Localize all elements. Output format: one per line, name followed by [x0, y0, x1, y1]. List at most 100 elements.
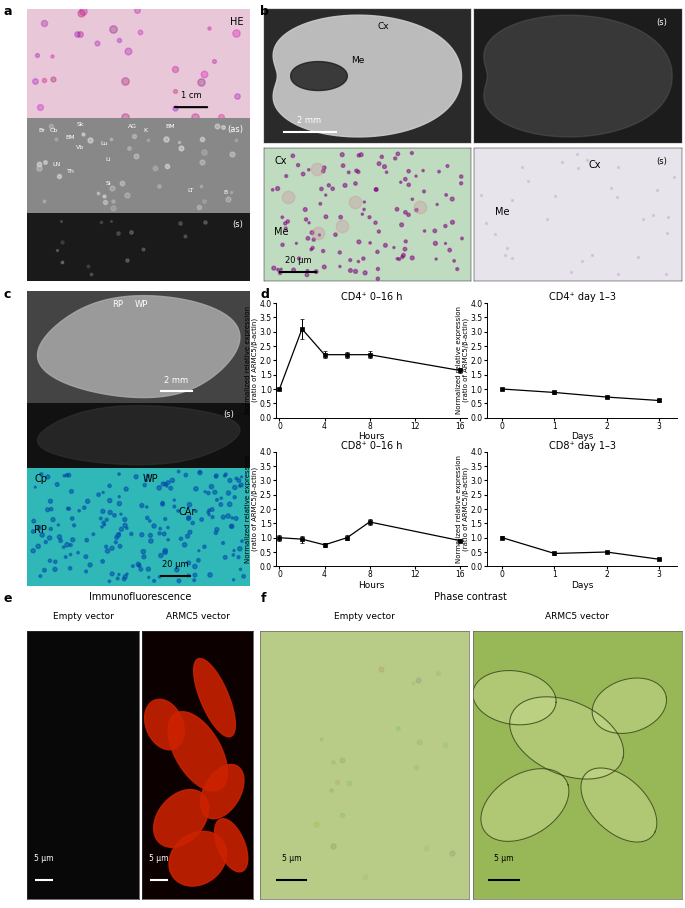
Polygon shape — [153, 790, 208, 847]
Point — [447, 846, 458, 861]
Point — [410, 759, 421, 774]
Point — [421, 841, 432, 855]
Point — [462, 169, 473, 183]
Point — [667, 390, 677, 405]
Point — [634, 103, 645, 117]
Y-axis label: Normalized relative expression
(ratio of ARMC5/β-actin): Normalized relative expression (ratio of… — [245, 455, 258, 563]
X-axis label: Days: Days — [571, 581, 593, 590]
Text: Cx: Cx — [588, 160, 601, 170]
Text: LT: LT — [188, 188, 194, 193]
Text: 5 μm: 5 μm — [495, 854, 514, 864]
Point — [673, 106, 684, 121]
Text: Sk: Sk — [76, 122, 84, 127]
Text: e: e — [3, 592, 12, 606]
Point — [336, 753, 347, 767]
X-axis label: Hours: Hours — [358, 432, 384, 441]
Text: BM: BM — [65, 135, 75, 140]
Y-axis label: Normalized relative expression
(ratio of ARMC5/β-actin): Normalized relative expression (ratio of… — [245, 306, 258, 414]
Y-axis label: Normalized relative expression
(ratio of ARMC5/β-actin): Normalized relative expression (ratio of… — [456, 455, 469, 563]
Polygon shape — [510, 696, 623, 779]
Point — [433, 666, 444, 681]
Text: 5 μm: 5 μm — [282, 854, 301, 864]
Point — [288, 379, 299, 393]
Text: B: B — [223, 191, 227, 195]
Text: Empty vector: Empty vector — [334, 612, 395, 621]
Text: Phase contrast: Phase contrast — [434, 592, 508, 603]
Point — [288, 47, 299, 62]
Point — [336, 85, 347, 100]
Polygon shape — [38, 296, 240, 398]
Point — [413, 735, 424, 750]
Title: CD4⁺ 0–16 h: CD4⁺ 0–16 h — [340, 292, 402, 302]
Text: WP: WP — [143, 474, 159, 484]
Text: (as): (as) — [227, 124, 243, 133]
Point — [451, 67, 462, 82]
Point — [525, 237, 536, 252]
Text: Th: Th — [67, 169, 75, 174]
Point — [684, 104, 685, 118]
Point — [683, 0, 685, 13]
Text: c: c — [3, 288, 11, 301]
Point — [511, 130, 522, 144]
Text: Immunofluorescence: Immunofluorescence — [89, 592, 192, 603]
Point — [493, 101, 503, 115]
Text: (s): (s) — [656, 18, 667, 27]
Point — [665, 256, 676, 271]
Text: RP: RP — [34, 525, 47, 535]
Point — [186, 27, 197, 42]
Polygon shape — [592, 678, 667, 734]
Text: Cx: Cx — [377, 22, 389, 31]
Text: CAr: CAr — [179, 507, 196, 517]
Point — [436, 111, 447, 125]
Polygon shape — [481, 769, 569, 842]
Polygon shape — [290, 62, 347, 91]
Text: Lu: Lu — [101, 141, 108, 146]
Text: Cb: Cb — [50, 128, 58, 133]
Text: RP: RP — [112, 301, 123, 310]
Polygon shape — [194, 658, 236, 737]
Point — [338, 293, 349, 308]
Y-axis label: Normalized relative expression
(ratio of ARMC5/β-actin): Normalized relative expression (ratio of… — [456, 306, 469, 414]
Text: 20 μm: 20 μm — [284, 256, 311, 265]
Text: Vb: Vb — [76, 144, 85, 150]
Text: BM: BM — [166, 123, 175, 129]
Point — [232, 162, 242, 176]
Text: HE: HE — [230, 16, 243, 26]
Point — [240, 0, 251, 6]
Polygon shape — [273, 15, 462, 137]
Text: Cx: Cx — [274, 155, 286, 165]
Point — [186, 202, 197, 217]
Point — [310, 816, 321, 831]
Text: d: d — [260, 288, 269, 301]
Text: (s): (s) — [223, 410, 234, 419]
Text: 1 cm: 1 cm — [181, 92, 201, 101]
Point — [521, 361, 532, 376]
Polygon shape — [473, 671, 556, 725]
Text: WP: WP — [134, 301, 148, 310]
Point — [412, 673, 423, 687]
Point — [327, 755, 338, 769]
Text: Si: Si — [105, 181, 111, 186]
Point — [325, 783, 336, 797]
Polygon shape — [38, 406, 240, 465]
Text: ARMC5 vector: ARMC5 vector — [166, 612, 229, 621]
Point — [343, 775, 354, 790]
Text: Me: Me — [351, 55, 364, 64]
Point — [384, 371, 395, 386]
Text: ARMC5 vector: ARMC5 vector — [545, 612, 609, 621]
Polygon shape — [145, 699, 184, 750]
Point — [408, 676, 419, 690]
Text: K: K — [143, 128, 147, 133]
Point — [528, 151, 539, 165]
Point — [439, 738, 450, 753]
Text: f: f — [260, 592, 266, 606]
Polygon shape — [169, 832, 227, 886]
Polygon shape — [214, 819, 248, 872]
Text: AG: AG — [127, 123, 136, 129]
Point — [481, 259, 492, 273]
Point — [300, 123, 311, 137]
Point — [425, 76, 436, 91]
Polygon shape — [581, 768, 657, 842]
Point — [387, 302, 398, 317]
Text: 2 mm: 2 mm — [297, 116, 321, 125]
